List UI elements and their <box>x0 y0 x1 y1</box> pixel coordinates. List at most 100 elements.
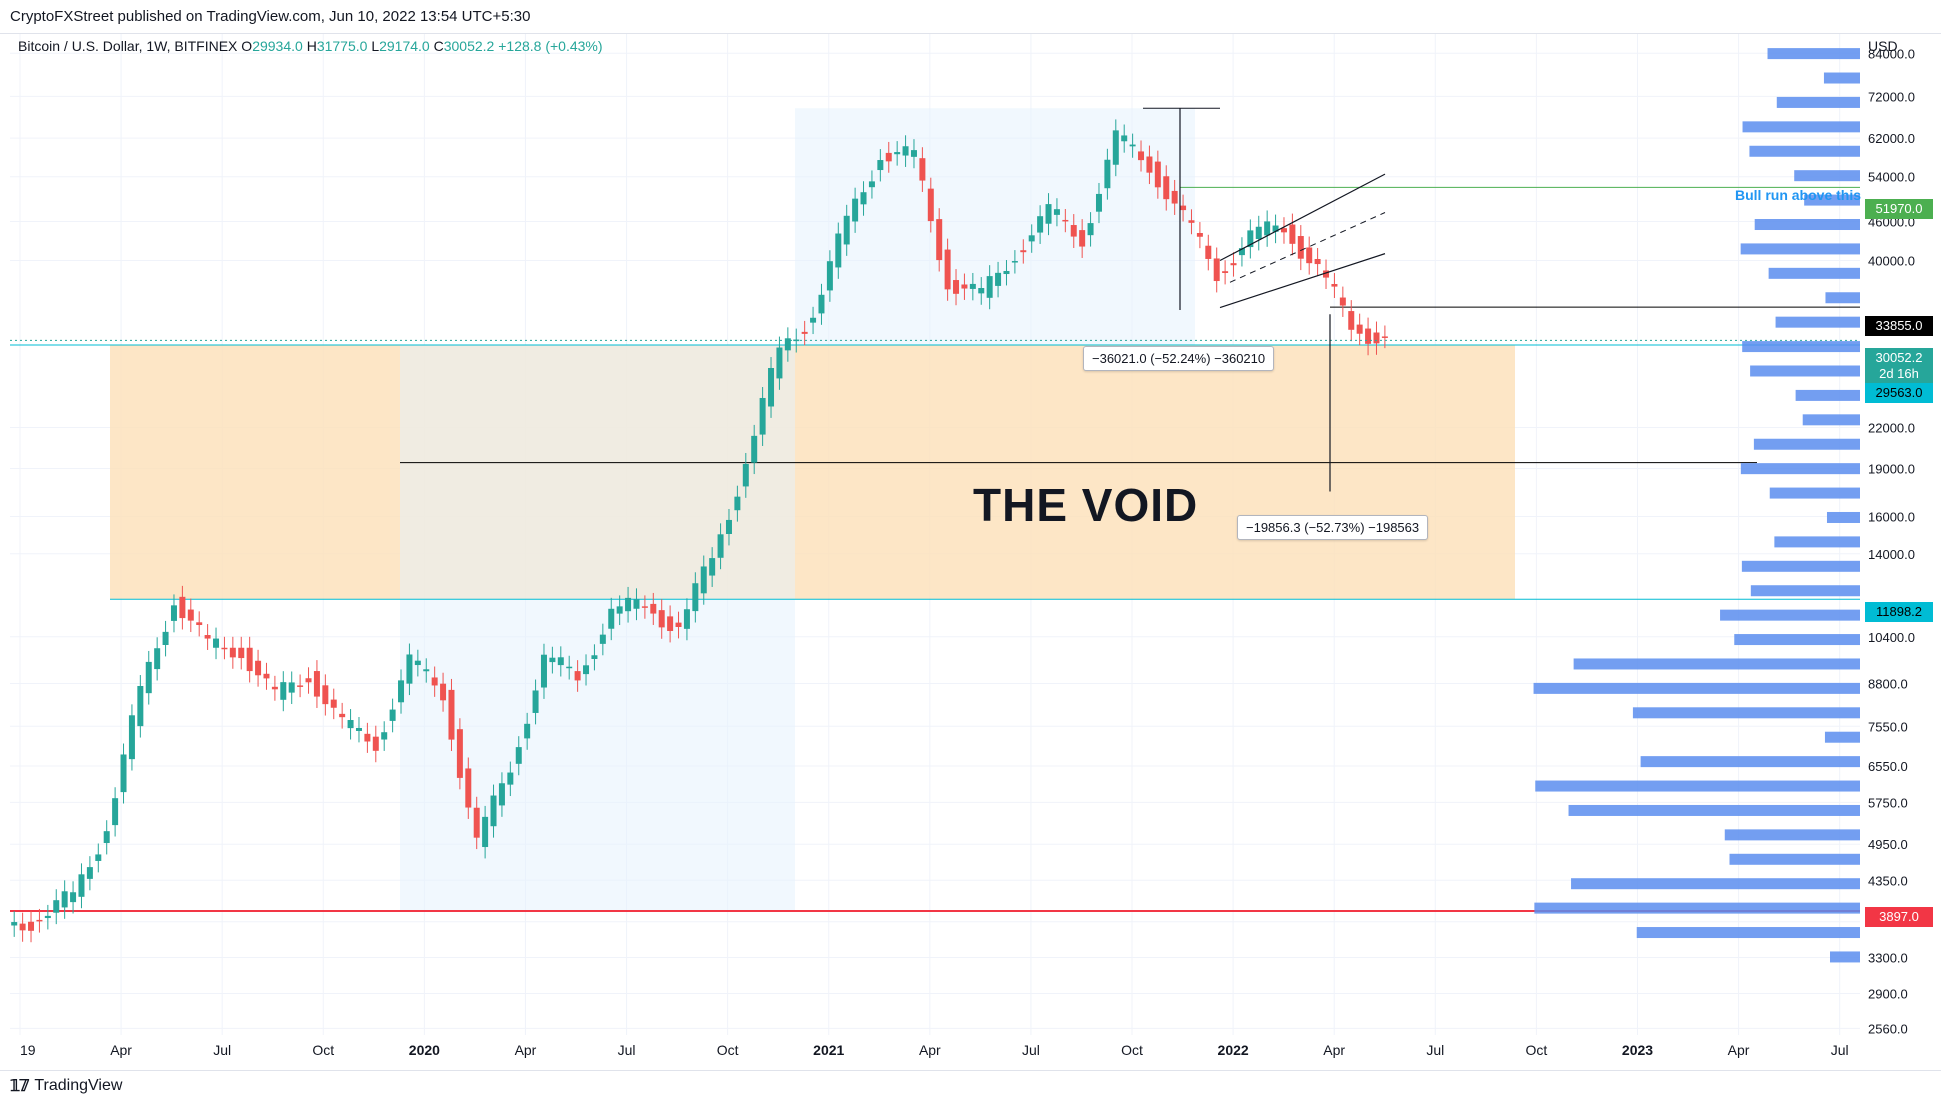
tradingview-logo[interactable]: 𝟙𝟟 TradingView <box>10 1076 122 1096</box>
candle-body <box>381 732 388 740</box>
bull-run-label: Bull run above this <box>1735 187 1862 203</box>
candle-body <box>70 892 77 903</box>
volume-profile-bar <box>1776 96 1860 108</box>
y-tick-label: 16000.0 <box>1868 509 1915 524</box>
candle-body <box>313 671 320 697</box>
y-tick-label: 2560.0 <box>1868 1021 1908 1036</box>
volume-profile-bar <box>1535 780 1860 792</box>
candle-body <box>885 152 892 162</box>
candle-body <box>1255 226 1262 240</box>
candle-body <box>742 463 749 487</box>
candle-body <box>145 661 152 694</box>
price-badge-countdown: 2d 16h <box>1865 364 1933 384</box>
candle-body <box>1280 228 1287 233</box>
tradingview-logo-icon: 𝟙𝟟 <box>10 1078 29 1095</box>
candle-body <box>1381 336 1388 338</box>
high-label: H <box>306 38 317 54</box>
x-tick-label: Apr <box>110 1042 132 1058</box>
candle-body <box>11 922 18 926</box>
candle-body <box>1053 209 1060 215</box>
candle-body <box>549 657 556 663</box>
x-tick-label: Apr <box>515 1042 537 1058</box>
candle-body <box>1238 248 1245 256</box>
candle-body <box>322 685 329 705</box>
candle-body <box>583 665 590 675</box>
candle-body <box>515 747 522 764</box>
candle-body <box>776 347 783 379</box>
candle-body <box>179 596 186 619</box>
published-text: CryptoFXStreet published on TradingView.… <box>10 8 531 25</box>
candle-body <box>810 317 817 323</box>
candle-body <box>944 249 951 290</box>
candle-body <box>440 683 447 701</box>
candle-body <box>246 647 253 672</box>
candle-body <box>717 534 724 558</box>
symbol-name: Bitcoin / U.S. Dollar, 1W, BITFINEX <box>18 38 238 54</box>
x-tick-label: Oct <box>1121 1042 1143 1058</box>
currency-label[interactable]: USD <box>1868 38 1898 54</box>
x-tick-label: Apr <box>1323 1042 1345 1058</box>
candle-body <box>1112 130 1119 165</box>
volume-profile-bar <box>1825 292 1860 304</box>
candle-body <box>36 919 43 922</box>
candle-body <box>1188 220 1195 223</box>
price-badge-29563: 29563.0 <box>1865 383 1933 403</box>
candle-body <box>465 768 472 808</box>
candle-body <box>1171 190 1178 204</box>
candle-body <box>196 622 203 626</box>
candle-body <box>498 783 505 806</box>
change-value: +128.8 (+0.43%) <box>498 38 603 54</box>
candle-body <box>978 288 985 294</box>
y-tick-label: 4350.0 <box>1868 873 1908 888</box>
volume-profile-bar <box>1830 951 1860 963</box>
candle-body <box>692 583 699 612</box>
candle-body <box>330 699 337 708</box>
x-tick-label: Jul <box>1831 1042 1849 1058</box>
volume-profile-bar <box>1640 756 1860 768</box>
candle-body <box>1045 204 1052 224</box>
candle-body <box>734 496 741 511</box>
candle-body <box>1331 284 1338 287</box>
x-tick-label: Apr <box>919 1042 941 1058</box>
volume-profile-bar <box>1729 853 1860 865</box>
close-value: 30052.2 <box>443 38 495 54</box>
volume-profile-bar <box>1740 463 1860 475</box>
x-tick-label: 2021 <box>813 1042 844 1058</box>
open-label: O <box>241 38 253 54</box>
candle-body <box>187 609 194 621</box>
x-tick-label: Jul <box>1022 1042 1040 1058</box>
volume-profile-bar <box>1734 634 1860 646</box>
measure-label-2[interactable]: −19856.3 (−52.73%) −198563 <box>1237 515 1429 540</box>
measure-label-1[interactable]: −36021.0 (−52.24%) −360210 <box>1083 346 1275 371</box>
candle-body <box>431 677 438 686</box>
candle-body <box>1163 176 1170 200</box>
y-tick-label: 22000.0 <box>1868 421 1915 436</box>
candle-body <box>1213 258 1220 282</box>
low-value: 29174.0 <box>379 38 430 54</box>
candle-body <box>204 635 211 639</box>
candle-body <box>1339 297 1346 306</box>
price-badge-last: 30052.2 <box>1865 348 1933 368</box>
candle-body <box>852 198 859 222</box>
candle-body <box>255 660 262 676</box>
candle-body <box>1070 225 1077 237</box>
channel-lower <box>1219 253 1386 309</box>
candle-body <box>751 435 758 463</box>
candle-body <box>1272 225 1279 232</box>
candle-body <box>936 219 943 261</box>
x-tick-label: Jul <box>213 1042 231 1058</box>
y-tick-label: 7550.0 <box>1868 719 1908 734</box>
candle-body <box>95 854 102 861</box>
symbol-legend: Bitcoin / U.S. Dollar, 1W, BITFINEX O299… <box>18 38 603 54</box>
open-value: 29934.0 <box>252 38 303 54</box>
candle-body <box>860 192 867 205</box>
candle-body <box>61 891 68 908</box>
candle-body <box>683 609 690 629</box>
candle-body <box>414 660 421 666</box>
candle-body <box>566 666 573 669</box>
candle-body <box>1264 221 1271 236</box>
candle-body <box>1289 224 1296 244</box>
candle-body <box>229 647 236 658</box>
candle-body <box>78 874 85 897</box>
